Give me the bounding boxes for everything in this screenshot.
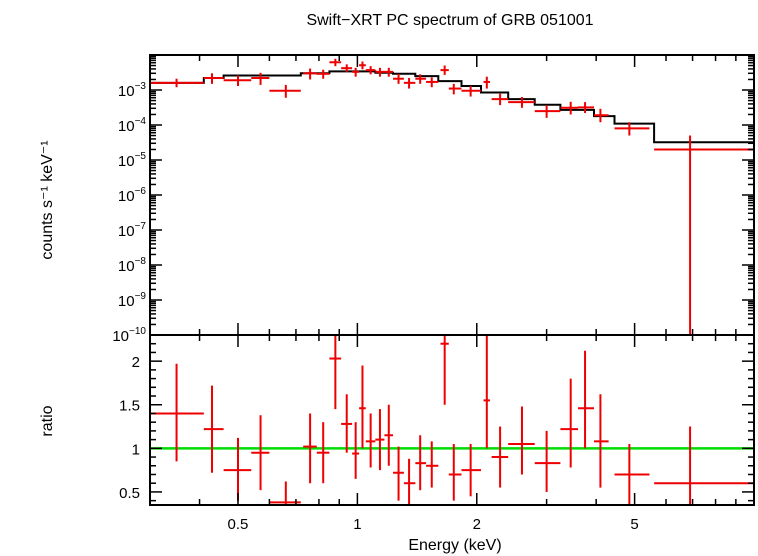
ratio-point	[483, 335, 491, 449]
model-step-line	[150, 70, 754, 144]
data-point	[560, 101, 579, 115]
data-point	[461, 86, 482, 97]
ratio-point	[654, 426, 754, 505]
ratio-point	[203, 385, 224, 473]
x-tick-label: 0.5	[228, 516, 249, 533]
ratio-point	[341, 394, 353, 453]
ratio-y-axis-label: ratio	[39, 405, 56, 436]
y-tick-label: 10−5	[118, 151, 147, 170]
y-tick-label: 10−4	[118, 116, 147, 135]
y-tick-label: 10−10	[112, 326, 146, 345]
data-point	[269, 84, 301, 98]
energy-x-tick-labels: 0.5 1 2 5	[228, 516, 639, 533]
data-point	[403, 78, 416, 89]
data-point	[365, 66, 376, 75]
data-point	[654, 135, 754, 335]
ratio-point	[403, 458, 416, 505]
data-point	[251, 72, 270, 85]
ratio-point	[393, 446, 404, 501]
data-point	[594, 108, 609, 123]
ratio-point	[303, 413, 317, 484]
data-point	[329, 58, 342, 67]
spectrum-y-axis-label: counts s⁻¹ keV⁻¹	[39, 140, 56, 259]
ratio-y-tick-labels: 0.5 1 1.5 2	[119, 354, 140, 502]
ratio-point	[251, 415, 270, 491]
data-point	[508, 97, 535, 108]
data-point	[352, 67, 360, 77]
ratio-point	[426, 441, 439, 488]
ratio-point	[375, 409, 385, 471]
ratio-point	[594, 394, 609, 488]
ratio-point	[491, 426, 509, 488]
data-point	[483, 76, 491, 89]
ratio-point	[316, 422, 330, 484]
spectrum-panel: 10−3 10−4 10−5 10−6 10−7 10−8 10−9 10−10	[112, 54, 755, 345]
ratio-panel: 0.5 1 1.5 2 0.5 1 2 5	[119, 334, 755, 533]
ratio-point	[329, 335, 342, 410]
x-axis-label: Energy (keV)	[408, 537, 501, 554]
ratio-point	[560, 378, 579, 468]
ratio-point	[614, 443, 650, 505]
data-point	[303, 68, 317, 80]
ratio-point	[448, 443, 462, 501]
ratio-point	[359, 365, 366, 449]
data-point	[578, 102, 595, 114]
x-tick-label: 1	[353, 516, 361, 533]
ratio-panel-frame	[149, 334, 755, 506]
data-point	[426, 77, 439, 88]
ratio-point	[534, 430, 561, 492]
y-tick-label: 0.5	[119, 485, 140, 502]
y-tick-label: 10−8	[118, 256, 147, 275]
data-point	[440, 65, 449, 75]
ratio-point	[461, 443, 482, 497]
ratio-point	[352, 422, 360, 479]
data-point	[150, 78, 204, 88]
x-tick-label: 2	[473, 516, 481, 533]
ratio-point	[415, 435, 427, 491]
ratio-point	[150, 363, 204, 462]
data-point	[415, 74, 427, 84]
data-point	[384, 67, 394, 77]
y-tick-label: 10−3	[118, 81, 147, 100]
chart-title: Swift−XRT PC spectrum of GRB 051001	[306, 12, 593, 29]
ratio-series	[150, 335, 754, 505]
spectrum-axis-ticks	[149, 54, 755, 336]
x-tick-label: 5	[630, 516, 638, 533]
data-point	[614, 122, 650, 136]
y-tick-label: 1.5	[119, 398, 140, 415]
data-point	[316, 69, 330, 79]
ratio-point	[578, 350, 595, 449]
data-point	[534, 105, 561, 118]
data-point	[203, 73, 224, 84]
data-point	[341, 64, 353, 73]
data-point	[359, 61, 366, 70]
ratio-point	[508, 406, 535, 475]
data-series	[150, 58, 754, 335]
y-tick-label: 1	[132, 441, 140, 458]
data-point	[491, 93, 509, 106]
y-tick-label: 10−6	[118, 186, 147, 205]
data-point	[375, 67, 385, 77]
data-point	[448, 83, 462, 95]
data-point	[393, 73, 404, 84]
y-tick-label: 10−7	[118, 221, 147, 240]
ratio-point	[365, 413, 376, 468]
ratio-point	[384, 404, 394, 466]
ratio-axis-ticks	[149, 335, 755, 505]
spectrum-panel-frame	[149, 54, 755, 336]
data-point	[223, 75, 252, 87]
y-tick-label: 10−9	[118, 291, 147, 310]
y-tick-label: 2	[132, 354, 140, 371]
ratio-point	[223, 437, 252, 501]
spectrum-y-tick-labels: 10−3 10−4 10−5 10−6 10−7 10−8 10−9 10−10	[112, 81, 146, 345]
ratio-point	[440, 335, 449, 405]
model-series	[150, 70, 754, 144]
